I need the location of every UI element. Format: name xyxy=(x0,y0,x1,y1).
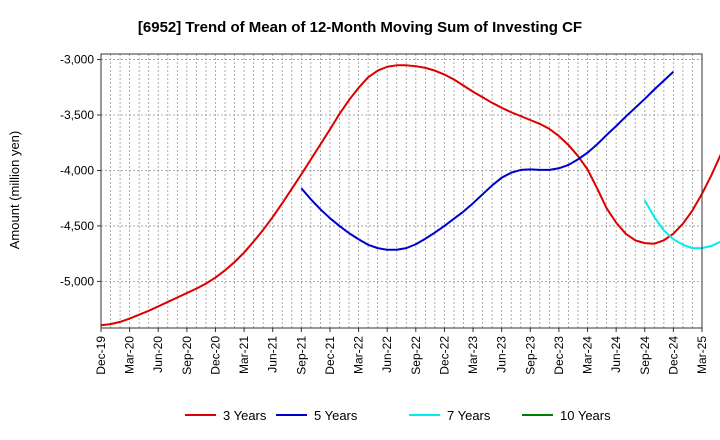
y-tick-label: -4,000 xyxy=(60,163,94,177)
legend-label-3-years: 3 Years xyxy=(223,408,267,423)
x-tick-label: Dec-20 xyxy=(208,336,222,375)
x-tick-label: Mar-24 xyxy=(581,336,595,374)
y-tick-label: -4,500 xyxy=(60,219,94,233)
legend: 3 Years 5 Years 7 Years 10 Years xyxy=(185,408,611,423)
y-tick-label: -5,000 xyxy=(60,274,94,288)
series-line-3-years xyxy=(100,64,720,327)
x-tick-label: Sep-20 xyxy=(180,336,194,375)
legend-label-10-years: 10 Years xyxy=(560,408,611,423)
x-tick-label: Mar-23 xyxy=(466,336,480,374)
grid xyxy=(101,54,702,328)
legend-label-5-years: 5 Years xyxy=(314,408,358,423)
x-tick-label: Dec-19 xyxy=(94,336,108,375)
y-tick-label: -3,000 xyxy=(60,53,94,67)
x-tick-label: Sep-24 xyxy=(638,336,652,375)
plot-area xyxy=(101,54,702,328)
x-tick-label: Mar-20 xyxy=(123,336,137,374)
x-tick-label: Dec-22 xyxy=(437,336,451,375)
y-axis-label: Amount (million yen) xyxy=(7,131,22,250)
x-tick-label: Jun-22 xyxy=(380,336,394,373)
x-tick-label: Mar-22 xyxy=(352,336,366,374)
x-tick-label: Jun-24 xyxy=(609,336,623,373)
series-lines xyxy=(100,64,720,327)
plot-frame xyxy=(100,53,703,329)
x-tick-label: Mar-21 xyxy=(237,336,251,374)
x-tick-label: Mar-25 xyxy=(695,336,709,374)
legend-label-7-years: 7 Years xyxy=(447,408,491,423)
series-line-7-years xyxy=(643,199,720,250)
x-tick-label: Jun-20 xyxy=(151,336,165,373)
x-tick-label: Dec-21 xyxy=(323,336,337,375)
x-tick-label: Sep-23 xyxy=(523,336,537,375)
x-tick-label: Dec-24 xyxy=(666,336,680,375)
x-tick-label: Jun-23 xyxy=(495,336,509,373)
y-tick-label: -3,500 xyxy=(60,108,94,122)
chart-title: [6952] Trend of Mean of 12-Month Moving … xyxy=(138,19,582,36)
y-axis: -3,000 -3,500 -4,000 -4,500 -5,000 xyxy=(60,53,101,288)
x-tick-label: Dec-23 xyxy=(552,336,566,375)
x-tick-label: Sep-22 xyxy=(409,336,423,375)
x-tick-label: Jun-21 xyxy=(266,336,280,373)
series-line-5-years xyxy=(300,71,675,251)
x-axis: Dec-19 Mar-20 Jun-20 Sep-20 Dec-20 Mar-21 Jun-… xyxy=(94,328,709,375)
x-tick-label: Sep-21 xyxy=(294,336,308,375)
